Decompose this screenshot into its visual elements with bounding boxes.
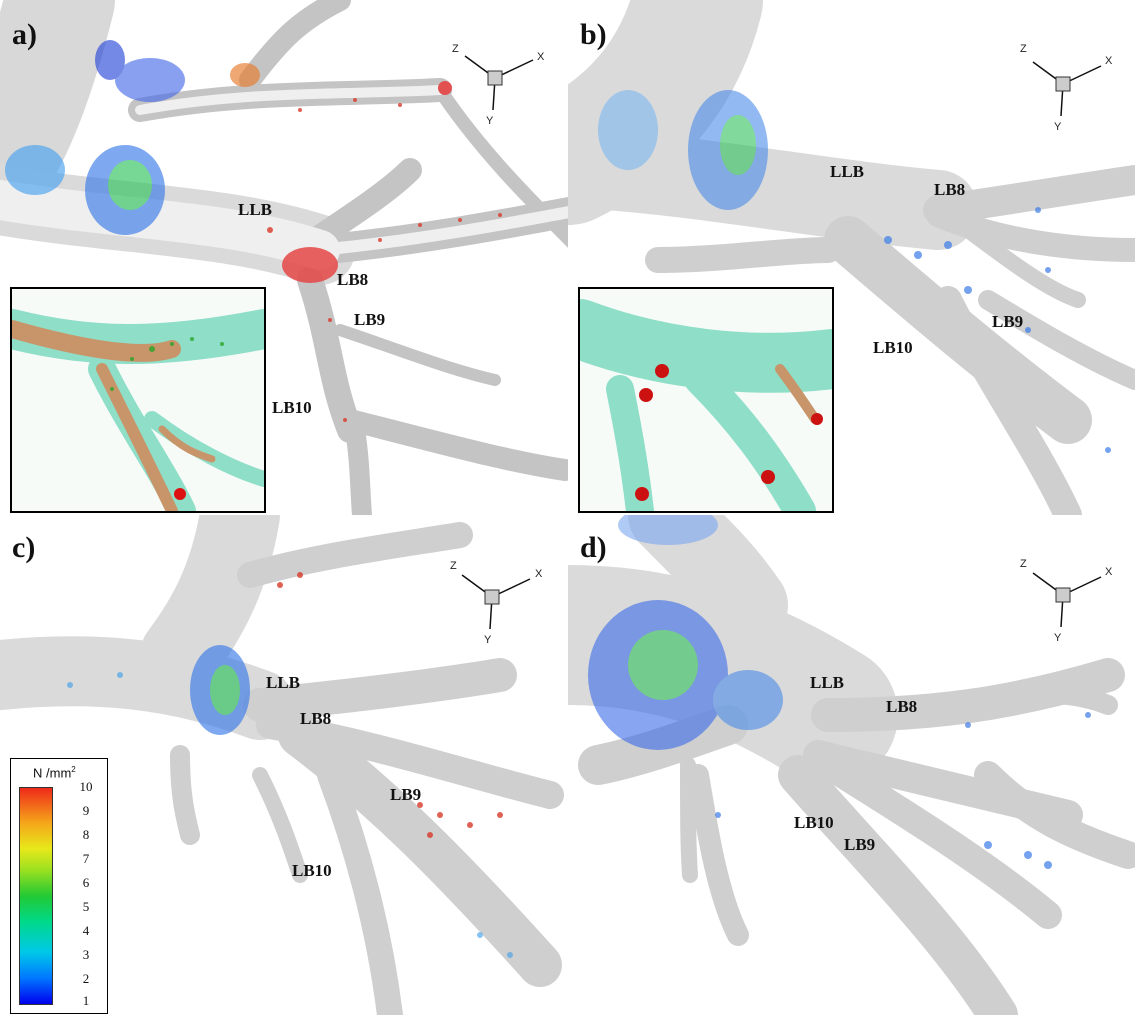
branch-label-lb10: LB10 [794,813,834,832]
legend-title: N /mm2 [33,765,76,781]
branch-label-llb: LLB [266,673,301,692]
branch-label-lb10: LB10 [272,398,312,417]
axis-z-label: Z [1020,43,1027,55]
axis-y-label: Y [484,634,492,646]
axes-triad-icon [1032,572,1102,628]
branch-label-llb: LLB [810,673,845,692]
legend-tick: 10 [79,779,93,794]
branch-label-lb9: LB9 [992,312,1024,331]
panel-d-airway-render: Z X Y [568,515,1135,1015]
branch-label-lb9: LB9 [390,785,422,804]
axis-y-label: Y [1054,121,1062,133]
panel-b-airway-render: Z X Y [568,0,1135,515]
branch-label-lb8: LB8 [300,709,332,728]
panel-c-airway-render: Z X Y [0,515,564,1015]
legend-tick: 3 [82,947,90,962]
legend-tick: 8 [82,827,90,842]
branch-label-lb8: LB8 [337,270,369,289]
axis-x-label: X [1105,55,1113,67]
panel-b-inset [578,287,834,513]
branch-label-lb9: LB9 [844,835,876,854]
axes-triad-icon [461,574,531,630]
axis-x-label: X [537,51,545,63]
axes-triad-icon [1032,61,1102,117]
panel-a-airway-render: Z X Y [0,0,568,515]
legend-tick: 1 [82,993,90,1008]
branch-label-llb: LLB [830,162,865,181]
legend-tick: 2 [82,971,90,986]
panel-a-inset-render [12,309,264,511]
panel-a-label: a) [12,18,37,51]
panel-d-label: d) [580,531,607,564]
branch-label-llb: LLB [238,200,273,219]
legend-tick: 7 [82,851,90,866]
panel-b: Z X Y b) LLB LB8 LB9 LB10 [568,0,1135,515]
branch-label-lb8: LB8 [886,697,918,716]
legend-tick: 6 [82,875,90,890]
axis-z-label: Z [452,43,459,55]
legend-tick: 5 [82,899,90,914]
panel-b-inset-render [580,299,832,511]
axis-z-label: Z [450,560,457,572]
legend-tick: 4 [82,923,90,938]
branch-label-lb10: LB10 [873,338,913,357]
branch-label-lb8: LB8 [934,180,966,199]
axis-y-label: Y [486,115,494,127]
branch-label-lb10: LB10 [292,861,332,880]
panel-c-label: c) [12,531,36,564]
color-legend: N /mm2 10 9 8 7 6 5 4 3 2 1 [10,758,108,1014]
axis-x-label: X [535,568,543,580]
panel-a-inset [10,287,266,513]
axis-x-label: X [1105,566,1113,578]
panel-d: Z X Y d) LLB LB8 LB10 LB9 [568,515,1135,1015]
axes-triad-icon [464,55,534,111]
axis-z-label: Z [1020,558,1027,570]
panel-b-label: b) [580,18,607,51]
legend-tick: 9 [82,803,90,818]
panel-a: Z X Y a) LLB LB8 LB9 LB10 [0,0,568,515]
legend-color-bar [19,787,53,1005]
axis-y-label: Y [1054,632,1062,644]
branch-label-lb9: LB9 [354,310,386,329]
